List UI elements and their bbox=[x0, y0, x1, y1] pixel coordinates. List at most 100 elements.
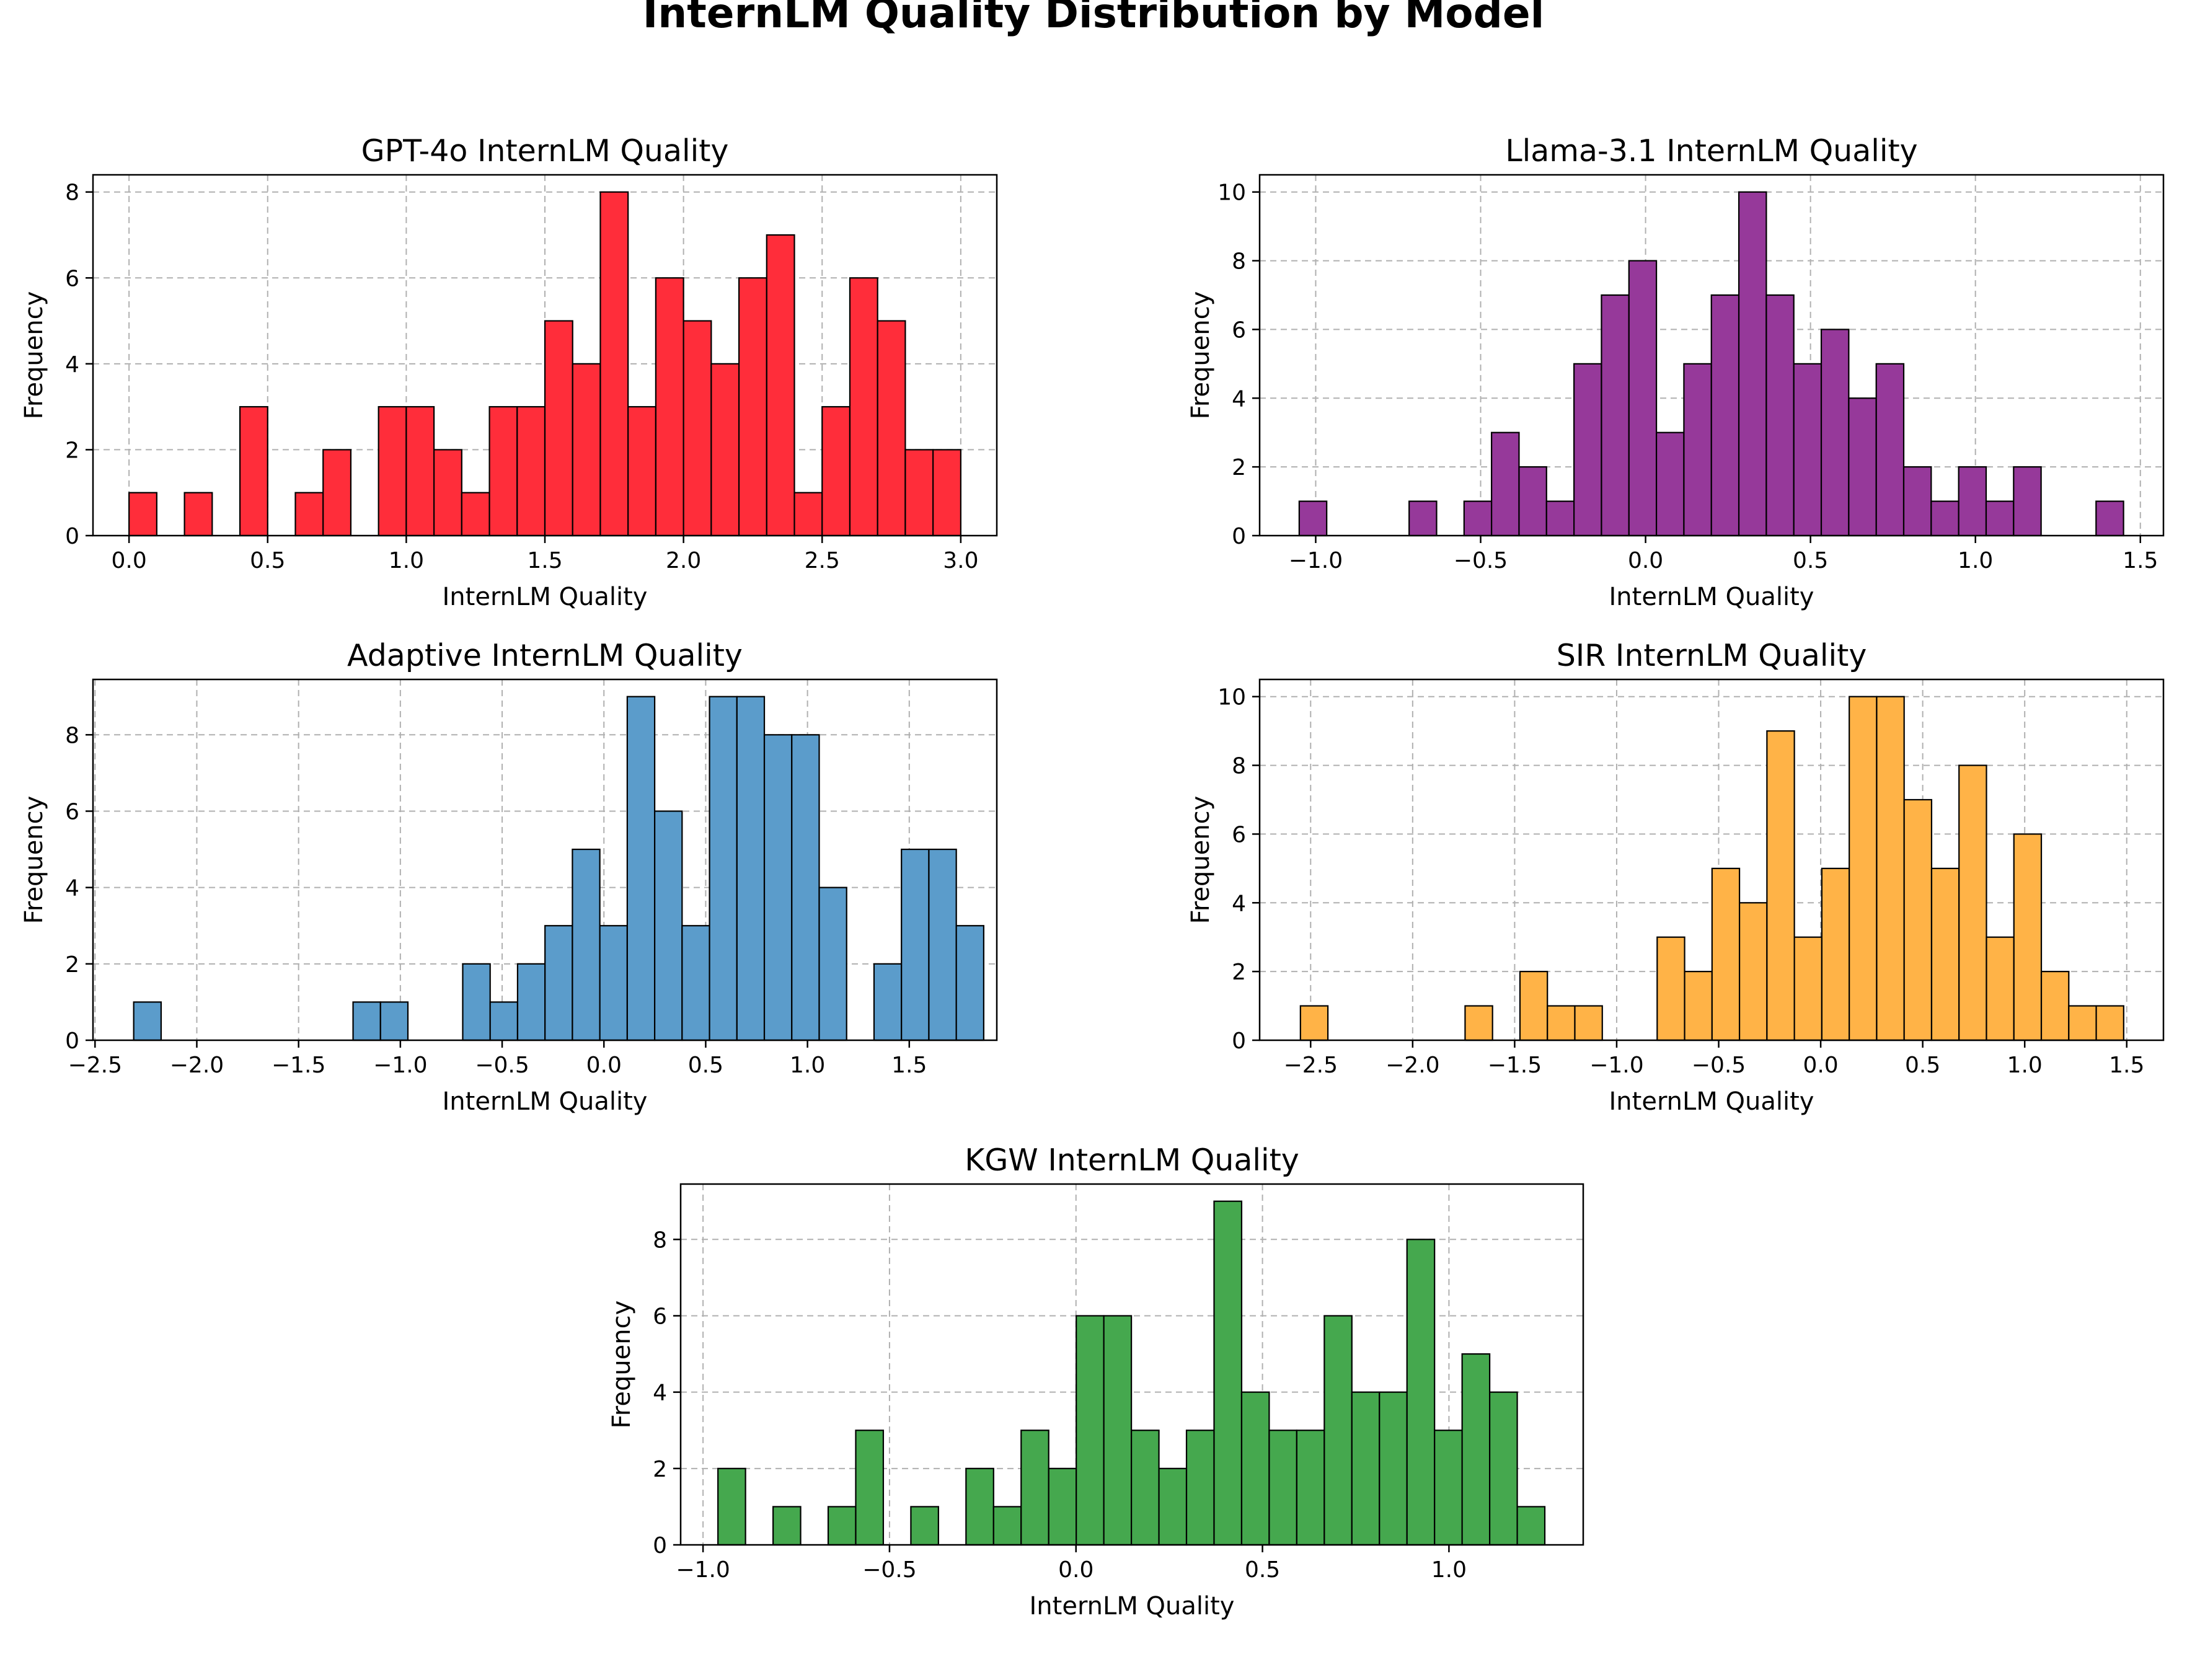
x-tick-label-adaptive-7: 1.0 bbox=[790, 1053, 825, 1078]
bar-gpt4o-16 bbox=[572, 363, 601, 537]
bar-llama31-4 bbox=[1408, 500, 1438, 537]
bar-kgw-16 bbox=[1158, 1467, 1188, 1546]
x-axis-label-llama31: InternLM Quality bbox=[1609, 583, 1814, 611]
bar-adaptive-16 bbox=[572, 848, 601, 1041]
y-tick-label-kgw-1: 2 bbox=[653, 1457, 667, 1482]
bar-llama31-29 bbox=[2095, 500, 2124, 537]
x-tick-label-adaptive-4: −0.5 bbox=[475, 1053, 529, 1078]
bar-adaptive-13 bbox=[489, 1001, 519, 1041]
bar-kgw-11 bbox=[1020, 1430, 1049, 1546]
bar-llama31-23 bbox=[1930, 500, 1959, 537]
y-tick-label-llama31-2: 4 bbox=[1232, 386, 1246, 412]
bar-kgw-26 bbox=[1434, 1430, 1463, 1546]
bar-gpt4o-20 bbox=[683, 320, 712, 537]
panel-adaptive: −2.5 −2.0 −1.5 −1.0 −0.5 0.0 0.5 1.0 1.5 0 2 4 6 8 Ada… bbox=[20, 638, 998, 1116]
bar-sir-27 bbox=[2040, 971, 2070, 1041]
bar-llama31-17 bbox=[1765, 294, 1795, 537]
y-tick-label-adaptive-1: 2 bbox=[65, 952, 79, 978]
bar-kgw-7 bbox=[910, 1506, 939, 1546]
bar-kgw-28 bbox=[1489, 1391, 1518, 1546]
x-tick-label-sir-8: 1.5 bbox=[2109, 1053, 2144, 1078]
bar-llama31-14 bbox=[1683, 363, 1712, 537]
y-tick-label-sir-5: 10 bbox=[1217, 685, 1246, 710]
bar-gpt4o-0 bbox=[128, 492, 157, 537]
y-tick-label-adaptive-3: 6 bbox=[65, 799, 79, 825]
y-tick-label-sir-2: 4 bbox=[1232, 891, 1246, 916]
bar-llama31-19 bbox=[1820, 329, 1850, 537]
bar-gpt4o-22 bbox=[738, 277, 767, 537]
bar-gpt4o-13 bbox=[488, 406, 518, 537]
bar-adaptive-21 bbox=[709, 696, 738, 1041]
panel-title-kgw: KGW InternLM Quality bbox=[965, 1143, 1299, 1178]
bar-adaptive-24 bbox=[791, 734, 820, 1041]
y-tick-label-gpt4o-0: 0 bbox=[65, 524, 79, 549]
y-tick-label-gpt4o-4: 8 bbox=[65, 180, 79, 206]
bar-gpt4o-6 bbox=[294, 492, 324, 537]
axes-frame-kgw bbox=[679, 1183, 1584, 1546]
bar-llama31-20 bbox=[1848, 397, 1877, 537]
bar-sir-14 bbox=[1684, 971, 1713, 1041]
panel-title-gpt4o: GPT-4o InternLM Quality bbox=[361, 133, 729, 169]
panel-gpt4o: 0.0 0.5 1.0 1.5 2.0 2.5 3.0 0 2 4 6 8 GPT-4o InternL… bbox=[20, 133, 998, 611]
y-tick-label-sir-3: 6 bbox=[1232, 822, 1246, 847]
bar-sir-19 bbox=[1821, 867, 1850, 1041]
y-axis-label-kgw: Frequency bbox=[608, 1301, 636, 1429]
bar-gpt4o-23 bbox=[766, 234, 795, 537]
bar-kgw-4 bbox=[827, 1506, 857, 1546]
bar-llama31-24 bbox=[1958, 466, 1987, 537]
bar-gpt4o-19 bbox=[655, 277, 684, 537]
x-tick-label-llama31-5: 1.5 bbox=[2123, 548, 2158, 573]
panel-kgw: −1.0 −0.5 0.0 0.5 1.0 0 2 4 6 8 KGW InternLM Quali… bbox=[608, 1143, 1584, 1620]
bar-kgw-12 bbox=[1048, 1467, 1077, 1546]
bar-sir-17 bbox=[1766, 730, 1795, 1041]
bar-kgw-21 bbox=[1296, 1430, 1325, 1546]
bar-gpt4o-21 bbox=[710, 363, 740, 537]
x-tick-label-llama31-4: 1.0 bbox=[1958, 548, 1993, 573]
x-tick-label-llama31-3: 0.5 bbox=[1793, 548, 1828, 573]
bar-sir-20 bbox=[1849, 696, 1878, 1041]
x-tick-label-llama31-2: 0.0 bbox=[1628, 548, 1663, 573]
bar-adaptive-14 bbox=[516, 963, 546, 1041]
x-tick-label-kgw-4: 1.0 bbox=[1431, 1557, 1467, 1583]
y-tick-label-sir-4: 8 bbox=[1232, 754, 1246, 779]
bar-sir-8 bbox=[1519, 971, 1549, 1041]
bar-adaptive-19 bbox=[653, 810, 683, 1041]
bar-adaptive-23 bbox=[763, 734, 793, 1041]
y-tick-label-llama31-5: 10 bbox=[1217, 180, 1246, 206]
x-tick-label-kgw-1: −0.5 bbox=[862, 1557, 916, 1583]
bar-adaptive-8 bbox=[352, 1001, 381, 1041]
bar-llama31-13 bbox=[1655, 431, 1685, 537]
y-tick-label-sir-1: 2 bbox=[1232, 960, 1246, 985]
bar-gpt4o-10 bbox=[405, 406, 435, 537]
bar-adaptive-30 bbox=[955, 925, 984, 1041]
bar-sir-10 bbox=[1574, 1005, 1603, 1041]
bar-adaptive-18 bbox=[626, 696, 656, 1041]
bar-llama31-18 bbox=[1793, 363, 1823, 537]
bar-sir-26 bbox=[2013, 833, 2043, 1041]
x-tick-label-adaptive-1: −2.0 bbox=[170, 1053, 224, 1078]
bar-kgw-2 bbox=[772, 1506, 802, 1546]
bar-sir-28 bbox=[2068, 1005, 2097, 1041]
x-tick-label-sir-2: −1.5 bbox=[1488, 1053, 1542, 1078]
bar-adaptive-15 bbox=[544, 925, 573, 1041]
figure-suptitle: InternLM Quality Distribution by Model bbox=[643, 0, 1545, 37]
x-tick-label-sir-5: 0.0 bbox=[1803, 1053, 1838, 1078]
x-tick-label-llama31-0: −1.0 bbox=[1289, 548, 1343, 573]
bar-sir-16 bbox=[1738, 902, 1768, 1041]
y-tick-label-llama31-0: 0 bbox=[1232, 524, 1246, 549]
y-tick-label-kgw-4: 8 bbox=[653, 1227, 667, 1253]
bar-kgw-18 bbox=[1213, 1200, 1243, 1546]
x-tick-label-kgw-3: 0.5 bbox=[1245, 1557, 1280, 1583]
x-tick-label-gpt4o-4: 2.0 bbox=[666, 548, 701, 573]
y-tick-label-gpt4o-3: 6 bbox=[65, 266, 79, 291]
bar-kgw-15 bbox=[1130, 1430, 1160, 1546]
bar-gpt4o-26 bbox=[849, 277, 878, 537]
y-tick-label-adaptive-4: 8 bbox=[65, 723, 79, 748]
x-tick-label-gpt4o-2: 1.0 bbox=[389, 548, 424, 573]
y-tick-label-kgw-2: 4 bbox=[653, 1381, 667, 1406]
x-tick-label-adaptive-6: 0.5 bbox=[688, 1053, 723, 1078]
panel-title-sir: SIR InternLM Quality bbox=[1557, 638, 1867, 673]
bar-kgw-29 bbox=[1516, 1506, 1546, 1546]
bar-llama31-25 bbox=[1985, 500, 2015, 537]
bar-gpt4o-7 bbox=[322, 449, 352, 537]
